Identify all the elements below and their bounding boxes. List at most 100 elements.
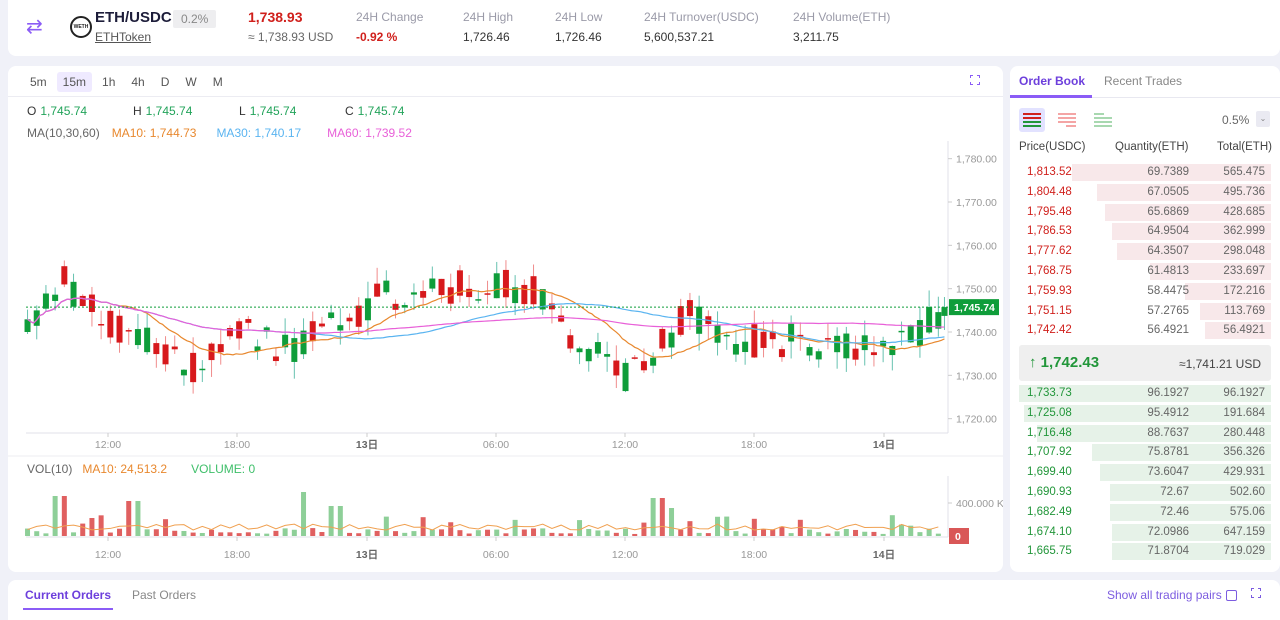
timeframe-w[interactable]: W xyxy=(185,75,197,89)
timeframe-15m[interactable]: 15m xyxy=(56,72,93,92)
ask-row[interactable]: 1,759.93 58.4475 172.216 xyxy=(1019,282,1271,300)
close-value: 1,745.74 xyxy=(357,104,405,118)
candlestick-chart[interactable]: 1,780.00 1,770.00 1,760.00 1,750.00 1,740.00… xyxy=(8,66,1003,572)
row-price: 1,699.40 xyxy=(1027,466,1072,479)
row-quantity: 72.67 xyxy=(1160,486,1189,498)
svg-text:12:00: 12:00 xyxy=(95,439,121,451)
svg-text:12:00: 12:00 xyxy=(612,439,638,451)
row-total: 191.684 xyxy=(1223,406,1265,419)
mid-price-usd: ≈1,741.21 USD xyxy=(1179,357,1261,371)
bid-row[interactable]: 1,682.49 72.46 575.06 xyxy=(1019,503,1271,521)
volume-legend: VOL(10) MA10: 24,513.2 VOLUME: 0 xyxy=(27,462,279,476)
tab-recent-trades[interactable]: Recent Trades xyxy=(1104,74,1183,88)
row-price: 1,786.53 xyxy=(1027,225,1072,238)
svg-text:1,730.00: 1,730.00 xyxy=(956,370,997,382)
row-total: 575.06 xyxy=(1229,505,1265,518)
show-all-pairs-label[interactable]: Show all trading pairs xyxy=(1107,588,1222,602)
fullscreen-icon[interactable] xyxy=(970,74,980,88)
bid-row[interactable]: 1,690.93 72.67 502.60 xyxy=(1019,483,1271,501)
row-quantity: 56.4921 xyxy=(1147,324,1189,337)
row-quantity: 72.0986 xyxy=(1147,525,1189,538)
timeframe-m[interactable]: M xyxy=(212,75,223,89)
depth-bar xyxy=(1150,263,1271,280)
bid-row[interactable]: 1,665.75 71.8704 719.029 xyxy=(1019,542,1271,561)
row-price: 1,742.42 xyxy=(1027,324,1072,337)
orderbook-tabs: Order Book Recent Trades xyxy=(1010,66,1280,98)
row-price: 1,751.15 xyxy=(1027,304,1072,317)
svg-text:14日: 14日 xyxy=(873,549,895,561)
row-total: 495.736 xyxy=(1223,185,1265,198)
ask-row[interactable]: 1,786.53 64.9504 362.999 xyxy=(1019,222,1271,241)
depth-bar xyxy=(1024,404,1271,422)
row-price: 1,759.93 xyxy=(1027,284,1072,297)
swap-pair-icon[interactable]: ⇄ xyxy=(26,16,43,38)
row-total: 356.326 xyxy=(1223,446,1265,459)
ask-row[interactable]: 1,804.48 67.0505 495.736 xyxy=(1019,183,1271,201)
row-quantity: 67.0505 xyxy=(1147,185,1189,198)
ask-row[interactable]: 1,768.75 61.4813 233.697 xyxy=(1019,262,1271,280)
row-quantity: 61.4813 xyxy=(1147,265,1189,277)
view-asks-icon[interactable] xyxy=(1054,108,1080,132)
timeframe-d[interactable]: D xyxy=(160,75,170,89)
svg-text:18:00: 18:00 xyxy=(741,549,767,561)
row-price: 1,733.73 xyxy=(1027,387,1072,399)
ma-label: MA(10,30,60) xyxy=(27,126,100,140)
fullscreen-icon[interactable] xyxy=(1251,587,1261,601)
row-total: 719.029 xyxy=(1223,545,1265,558)
market-header: ⇄ WETH ETH/USDC 0.2% ETHToken 1,738.93 ≈… xyxy=(8,0,1280,56)
row-price: 1,813.52 xyxy=(1027,166,1072,178)
row-quantity: 64.9504 xyxy=(1147,225,1189,238)
tab-past-orders[interactable]: Past Orders xyxy=(132,588,197,602)
header-price: Price(USDC) xyxy=(1019,141,1086,153)
view-bids-icon[interactable] xyxy=(1090,108,1116,132)
depth-bar xyxy=(1104,203,1271,221)
bid-row[interactable]: 1,699.40 73.6047 429.931 xyxy=(1019,463,1271,482)
show-all-pairs-checkbox[interactable] xyxy=(1226,590,1237,601)
timeframe-1h[interactable]: 1h xyxy=(102,75,116,89)
svg-text:1,720.00: 1,720.00 xyxy=(956,414,997,426)
bid-row[interactable]: 1,733.73 96.1927 96.1927 xyxy=(1019,384,1271,402)
bid-row[interactable]: 1,725.08 95.4912 191.684 xyxy=(1019,404,1271,422)
svg-text:1,740.00: 1,740.00 xyxy=(956,327,997,339)
svg-text:12:00: 12:00 xyxy=(95,549,121,561)
svg-text:18:00: 18:00 xyxy=(224,439,250,451)
svg-text:1,770.00: 1,770.00 xyxy=(956,197,997,209)
depth-bar xyxy=(1071,164,1271,181)
ask-row[interactable]: 1,795.48 65.6869 428.685 xyxy=(1019,203,1271,221)
depth-bar xyxy=(1019,385,1271,402)
svg-text:14日: 14日 xyxy=(873,439,895,451)
stat-24h-high: 24H High 1,726.46 xyxy=(463,10,513,44)
timeframe-4h[interactable]: 4h xyxy=(131,75,145,89)
view-both-icon[interactable] xyxy=(1019,108,1045,132)
pair-title: ETH/USDC xyxy=(95,9,172,26)
stat-value: 3,211.75 xyxy=(793,30,839,44)
stat-24h-low: 24H Low 1,726.46 xyxy=(555,10,602,44)
bid-row[interactable]: 1,716.48 88.7637 280.448 xyxy=(1019,424,1271,442)
orders-panel: Current Orders Past Orders Show all trad… xyxy=(8,580,1280,620)
ask-row[interactable]: 1,813.52 69.7389 565.475 xyxy=(1019,163,1271,181)
row-total: 96.1927 xyxy=(1223,387,1265,399)
ask-row[interactable]: 1,742.42 56.4921 56.4921 xyxy=(1019,321,1271,340)
chevron-down-icon[interactable]: ⌄ xyxy=(1256,111,1270,127)
depth-bar xyxy=(1185,282,1271,300)
precision-value[interactable]: 0.5% xyxy=(1222,113,1250,127)
row-quantity: 72.46 xyxy=(1160,505,1189,518)
ask-row[interactable]: 1,751.15 57.2765 113.769 xyxy=(1019,302,1271,320)
stat-label: 24H Volume(ETH) xyxy=(793,10,891,24)
svg-text:06:00: 06:00 xyxy=(483,549,509,561)
row-total: 233.697 xyxy=(1223,265,1265,277)
fee-badge: 0.2% xyxy=(173,10,217,28)
tab-order-book[interactable]: Order Book xyxy=(1019,74,1086,88)
depth-bar xyxy=(1097,183,1271,201)
last-price-usd: ≈ 1,738.93 USD xyxy=(248,30,334,44)
ma60-value: MA60: 1,739.52 xyxy=(327,126,412,140)
tab-current-orders[interactable]: Current Orders xyxy=(25,588,112,602)
token-link[interactable]: ETHToken xyxy=(95,30,152,44)
row-price: 1,725.08 xyxy=(1027,406,1072,419)
bid-row[interactable]: 1,674.10 72.0986 647.159 xyxy=(1019,523,1271,541)
svg-text:06:00: 06:00 xyxy=(483,439,509,451)
row-price: 1,674.10 xyxy=(1027,525,1072,538)
ask-row[interactable]: 1,777.62 64.3507 298.048 xyxy=(1019,242,1271,261)
bid-row[interactable]: 1,707.92 75.8781 356.326 xyxy=(1019,443,1271,462)
timeframe-5m[interactable]: 5m xyxy=(30,75,47,89)
